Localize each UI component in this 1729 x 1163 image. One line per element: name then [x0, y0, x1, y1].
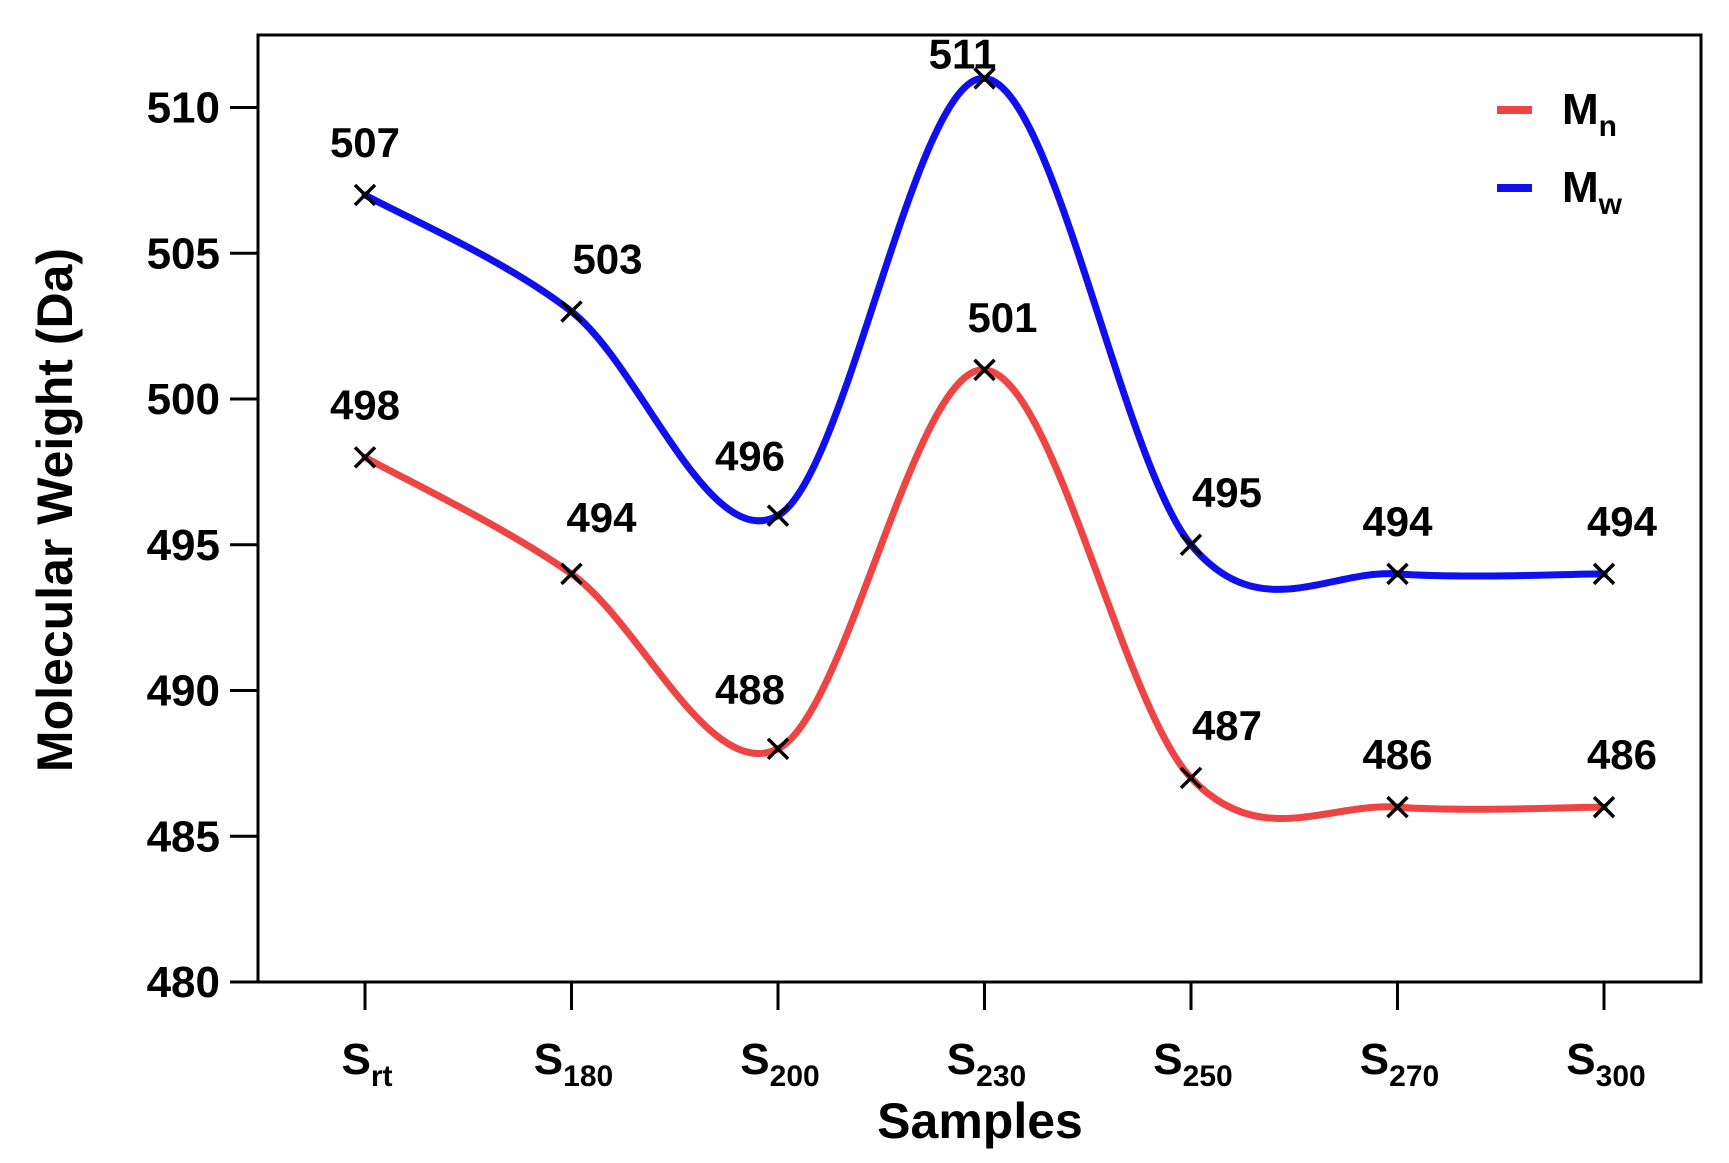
x-tick-label: Srt — [341, 1035, 392, 1093]
y-tick-label: 490 — [147, 667, 220, 716]
data-label: 511 — [929, 30, 997, 77]
data-label: 486 — [1362, 731, 1432, 778]
series-line — [361, 74, 1608, 593]
y-tick-label: 510 — [147, 84, 220, 133]
data-label: 494 — [1362, 498, 1433, 545]
data-label: 488 — [715, 666, 785, 713]
data-point-marker — [1386, 562, 1409, 586]
data-label: 494 — [1587, 498, 1658, 545]
data-point-marker — [560, 300, 583, 323]
legend: Mn Mw — [1497, 85, 1623, 221]
x-tick-label: S230 — [947, 1035, 1026, 1093]
data-point-marker — [353, 183, 377, 207]
data-point-marker — [1386, 795, 1409, 819]
data-label: 494 — [566, 494, 637, 541]
data-label: 503 — [572, 236, 642, 283]
y-axis-title: Molecular Weight (Da) — [27, 248, 83, 772]
data-label: 496 — [715, 433, 785, 480]
data-point-marker — [560, 562, 583, 586]
x-tick-label: S180 — [534, 1035, 613, 1093]
data-label: 495 — [1192, 469, 1262, 516]
data-label: 498 — [330, 381, 400, 428]
y-tick-label: 495 — [147, 521, 220, 570]
x-axis-title: Samples — [877, 1093, 1083, 1149]
x-tick-label: S200 — [740, 1035, 819, 1093]
data-point-marker — [1179, 766, 1203, 790]
data-labels-layer: 498 494 488 501 487 486 486 507 503 496 511 495 494 4… — [330, 30, 1658, 778]
y-tick-label: 500 — [147, 375, 220, 424]
x-tick-label: S300 — [1566, 1035, 1645, 1093]
x-tick-label: S270 — [1360, 1035, 1439, 1093]
series-line — [361, 366, 1608, 822]
plot-frame — [256, 33, 1703, 984]
data-label: 487 — [1192, 702, 1262, 749]
legend-label: Mw — [1562, 163, 1623, 221]
y-tick-label: 505 — [147, 229, 220, 278]
y-axis: 480 485 490 495 500 505 510 — [147, 84, 258, 1007]
series-layer — [361, 74, 1608, 822]
data-label: 486 — [1587, 731, 1657, 778]
data-label: 507 — [330, 119, 400, 166]
data-point-marker — [766, 737, 790, 761]
data-point-marker — [353, 446, 377, 469]
x-tick-label: S250 — [1153, 1035, 1232, 1093]
x-axis: Srt S180 S200 S230 S250 S270 S300 — [341, 982, 1646, 1093]
legend-label: Mn — [1562, 85, 1617, 143]
data-point-marker — [973, 67, 996, 90]
y-tick-label: 480 — [147, 958, 220, 1007]
y-tick-label: 485 — [147, 812, 220, 861]
data-point-marker — [973, 358, 996, 382]
data-point-marker — [1179, 533, 1203, 556]
data-point-marker — [766, 504, 790, 527]
markers-layer — [353, 67, 1616, 819]
data-label: 501 — [967, 294, 1037, 341]
data-point-marker — [1592, 562, 1616, 586]
data-point-marker — [1592, 795, 1616, 819]
